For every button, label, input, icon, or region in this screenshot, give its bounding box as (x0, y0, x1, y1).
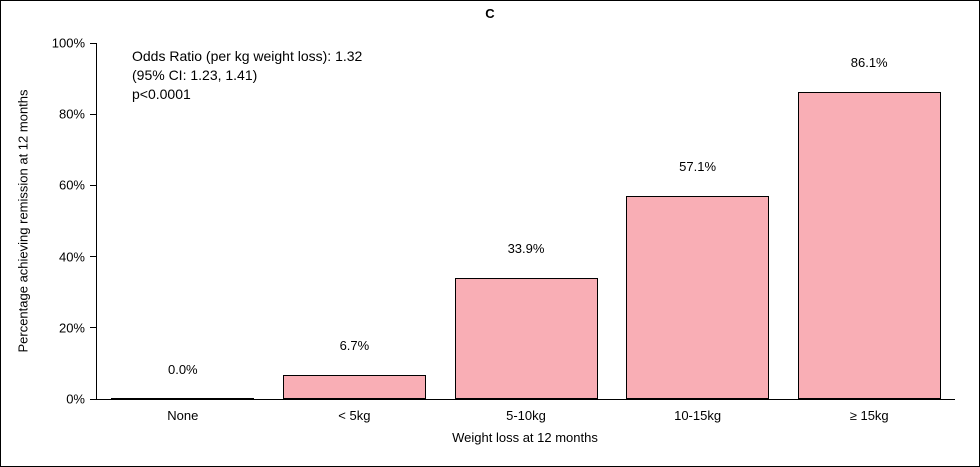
y-axis-label: Percentage achieving remission at 12 mon… (15, 89, 31, 353)
y-tick-mark (90, 256, 97, 258)
y-tick-mark (90, 398, 97, 400)
annotation-odds-ratio: Odds Ratio (per kg weight loss): 1.32 (132, 48, 363, 64)
y-tick-mark (90, 184, 97, 186)
stats-annotation: Odds Ratio (per kg weight loss): 1.32 (9… (132, 47, 362, 104)
chart-title: C (485, 6, 495, 21)
y-tick-label: 20% (58, 320, 85, 336)
y-tick-label: 40% (58, 249, 85, 265)
bar (798, 92, 941, 399)
x-tick-label: ≥ 15kg (849, 408, 889, 423)
x-tick-label: 5-10kg (506, 408, 546, 423)
y-tick-label: 60% (58, 177, 85, 193)
x-tick-label: None (167, 408, 199, 423)
bar-value-label: 57.1% (679, 159, 717, 174)
bar (283, 375, 426, 399)
bar-value-label: 86.1% (850, 55, 888, 70)
y-tick-mark (90, 327, 97, 329)
annotation-p-value: p<0.0001 (132, 85, 191, 102)
y-tick-label: 100% (51, 35, 85, 51)
bar-value-label: 6.7% (339, 338, 370, 353)
bar (455, 278, 598, 399)
y-tick-mark (90, 42, 97, 44)
y-tick-mark (90, 113, 97, 115)
x-tick-label: 10-15kg (674, 408, 722, 423)
bar-value-label: 33.9% (507, 241, 545, 256)
y-tick-label: 80% (58, 106, 85, 122)
bar (111, 398, 254, 399)
x-axis-label: Weight loss at 12 months (452, 430, 598, 445)
x-tick-label: < 5kg (338, 408, 371, 423)
y-tick-label: 0% (66, 391, 85, 407)
bar (626, 196, 769, 399)
plot-area: 0% 20% 40% 60% 80% 100% 0.0% None 6.7% < 5kg 33.9%… (52, 36, 955, 423)
bar-value-label: 0.0% (167, 362, 198, 377)
annotation-confidence-interval: (95% CI: 1.23, 1.41) (132, 66, 258, 83)
